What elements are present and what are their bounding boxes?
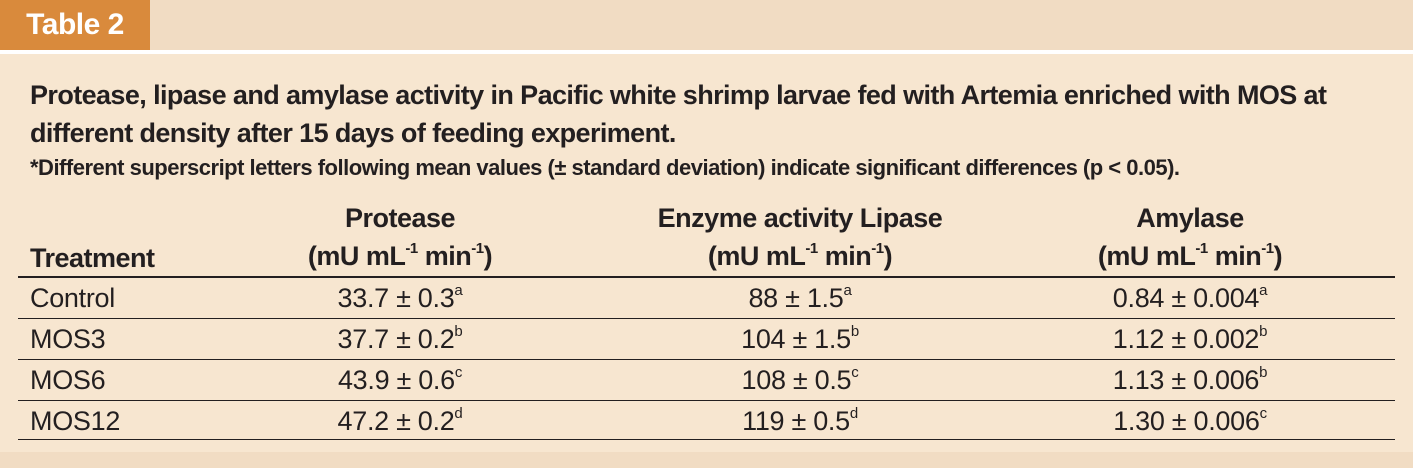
header-lipase: Enzyme activity Lipase (mU mL-1 min-1)	[590, 199, 1010, 275]
header-protease: Protease (mU mL-1 min-1)	[250, 199, 550, 275]
header-amylase: Amylase (mU mL-1 min-1)	[1040, 199, 1340, 275]
cell-amylase: 1.13 ± 0.006b	[1112, 364, 1268, 395]
bottom-band	[0, 452, 1413, 468]
cell-treatment: MOS12	[30, 406, 121, 436]
cell-lipase: 119 ± 0.5d	[742, 405, 858, 436]
cell-lipase: 104 ± 1.5b	[741, 323, 859, 354]
cell-treatment: MOS3	[30, 324, 106, 354]
cell-protease: 37.7 ± 0.2b	[337, 323, 463, 354]
cell-amylase: 1.30 ± 0.006c	[1113, 405, 1267, 436]
cell-treatment: Control	[30, 283, 115, 313]
table-footnote: *Different superscript letters following…	[30, 155, 1180, 180]
table-row: MOS3 37.7 ± 0.2b 104 ± 1.5b 1.12 ± 0.002…	[0, 319, 1413, 359]
header-amylase-unit: (mU mL-1 min-1)	[1097, 240, 1283, 271]
table-bottom-rule	[18, 439, 1395, 440]
title-band	[0, 0, 1413, 50]
header-treatment: Treatment	[30, 243, 155, 273]
cell-amylase: 1.12 ± 0.002b	[1112, 323, 1268, 354]
table-row: MOS6 43.9 ± 0.6c 108 ± 0.5c 1.13 ± 0.006…	[0, 360, 1413, 400]
header-protease-unit: (mU mL-1 min-1)	[307, 240, 493, 271]
row-divider	[18, 318, 1395, 319]
row-divider	[18, 400, 1395, 401]
separator	[0, 50, 1413, 54]
header-rule	[18, 276, 1395, 278]
cell-protease: 33.7 ± 0.3a	[337, 282, 463, 313]
cell-lipase: 108 ± 0.5c	[741, 364, 859, 395]
table-panel: Protease, lipase and amylase activity in…	[0, 54, 1413, 468]
row-divider	[18, 359, 1395, 360]
cell-lipase: 88 ± 1.5a	[748, 282, 852, 313]
cell-treatment: MOS6	[30, 365, 106, 395]
table-row: Control 33.7 ± 0.3a 88 ± 1.5a 0.84 ± 0.0…	[0, 278, 1413, 318]
cell-protease: 43.9 ± 0.6c	[337, 364, 463, 395]
header-amylase-title: Amylase	[1136, 203, 1244, 233]
table-header: Treatment Protease (mU mL-1 min-1) Enzym…	[0, 199, 1413, 277]
header-lipase-title: Enzyme activity Lipase	[657, 203, 943, 233]
cell-protease: 47.2 ± 0.2d	[337, 405, 463, 436]
table-row: MOS12 47.2 ± 0.2d 119 ± 0.5d 1.30 ± 0.00…	[0, 401, 1413, 441]
header-lipase-unit: (mU mL-1 min-1)	[707, 240, 893, 271]
table-caption: Protease, lipase and amylase activity in…	[30, 80, 1327, 148]
cell-amylase: 0.84 ± 0.004a	[1112, 282, 1268, 313]
header-protease-title: Protease	[344, 203, 456, 233]
table-tab-label: Table 2	[0, 0, 150, 50]
